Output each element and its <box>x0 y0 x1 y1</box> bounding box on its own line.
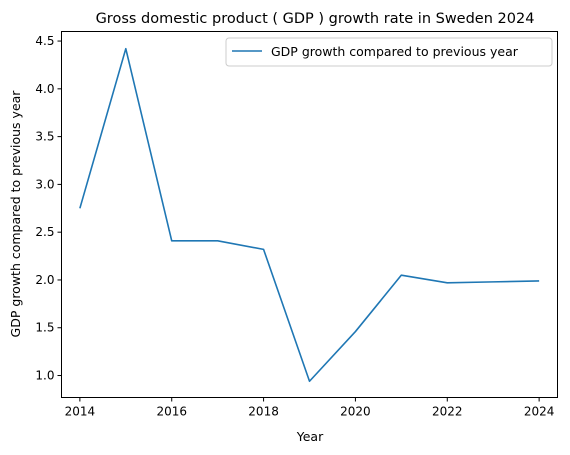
x-tick-label: 2022 <box>432 405 463 419</box>
y-tick-label: 2.0 <box>35 273 54 287</box>
y-axis-label: GDP growth compared to previous year <box>8 90 23 338</box>
y-tick-label: 2.5 <box>35 225 54 239</box>
x-tick-label: 2024 <box>524 405 555 419</box>
y-axis: 1.0 1.5 2.0 2.5 3.0 3.5 4.0 4.5 <box>35 34 62 383</box>
x-tick-label: 2016 <box>156 405 187 419</box>
y-tick-label: 3.0 <box>35 177 54 191</box>
y-tick-label: 4.5 <box>35 34 54 48</box>
series-line <box>79 47 540 383</box>
x-tick-label: 2020 <box>340 405 371 419</box>
plot-area <box>79 47 540 383</box>
x-tick-label: 2018 <box>248 405 279 419</box>
x-axis-label: Year <box>296 429 324 444</box>
legend-box <box>225 37 553 67</box>
y-tick-label: 4.0 <box>35 82 54 96</box>
plot-frame <box>61 31 558 398</box>
y-tick-label: 1.5 <box>35 321 54 335</box>
y-tick-label: 1.0 <box>35 369 54 383</box>
y-tick-label: 3.5 <box>35 130 54 144</box>
chart-title: Gross domestic product ( GDP ) growth ra… <box>96 11 535 27</box>
x-axis: 2014 2016 2018 2020 2022 2024 <box>65 397 555 419</box>
x-tick-label: 2014 <box>65 405 96 419</box>
legend: GDP growth compared to previous year <box>225 37 553 67</box>
legend-label: GDP growth compared to previous year <box>271 44 519 59</box>
